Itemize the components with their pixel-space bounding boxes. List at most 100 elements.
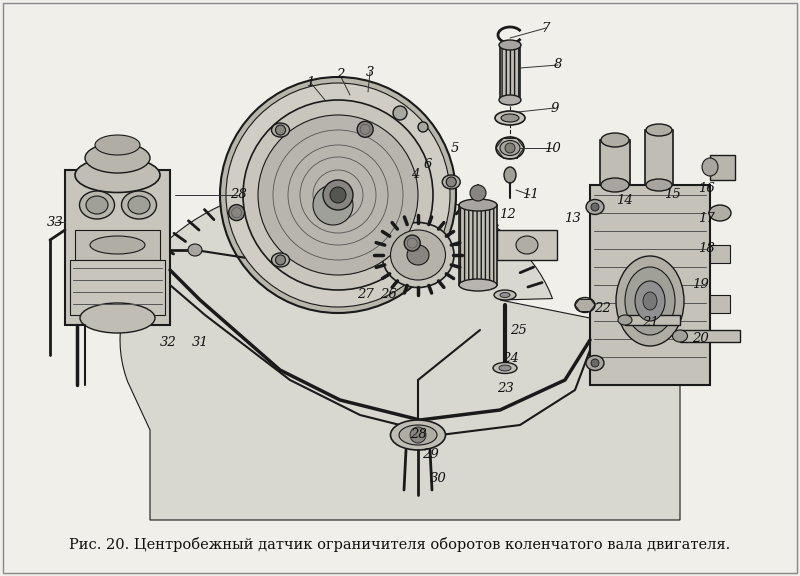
Text: 19: 19: [692, 279, 708, 291]
Ellipse shape: [122, 191, 157, 219]
Circle shape: [275, 125, 286, 135]
Ellipse shape: [499, 40, 521, 50]
Bar: [680, 330, 740, 342]
Ellipse shape: [95, 135, 140, 155]
Bar: [625, 315, 680, 325]
Circle shape: [330, 187, 346, 203]
Ellipse shape: [516, 236, 538, 254]
Ellipse shape: [390, 420, 446, 450]
Ellipse shape: [90, 236, 145, 254]
Bar: [710, 245, 730, 263]
Text: 29: 29: [422, 449, 438, 461]
Text: 3: 3: [366, 66, 374, 78]
Ellipse shape: [86, 196, 108, 214]
Text: 5: 5: [451, 142, 459, 154]
Circle shape: [410, 427, 426, 443]
Ellipse shape: [500, 141, 520, 156]
Text: 27: 27: [357, 289, 374, 301]
Text: 4: 4: [411, 169, 419, 181]
Ellipse shape: [496, 137, 524, 159]
Text: 33: 33: [46, 215, 63, 229]
Ellipse shape: [382, 222, 454, 287]
Text: 14: 14: [616, 194, 632, 207]
Ellipse shape: [85, 143, 150, 173]
Circle shape: [229, 204, 245, 221]
Ellipse shape: [271, 123, 290, 137]
Text: 20: 20: [692, 332, 708, 344]
Ellipse shape: [646, 179, 672, 191]
Bar: [75, 230, 160, 260]
Ellipse shape: [601, 178, 629, 192]
Circle shape: [243, 100, 433, 290]
Text: 11: 11: [522, 188, 538, 202]
Ellipse shape: [643, 292, 657, 310]
Ellipse shape: [601, 133, 629, 147]
Bar: [70, 260, 165, 315]
Ellipse shape: [79, 191, 114, 219]
Ellipse shape: [646, 124, 672, 136]
Circle shape: [313, 185, 353, 225]
Bar: [710, 295, 730, 313]
Text: 12: 12: [498, 209, 515, 222]
Ellipse shape: [673, 330, 687, 342]
Circle shape: [591, 203, 599, 211]
Bar: [459, 205, 497, 285]
Bar: [497, 230, 557, 260]
Text: 28: 28: [410, 429, 426, 441]
Text: 16: 16: [698, 181, 714, 195]
Text: 32: 32: [160, 335, 176, 348]
Text: 24: 24: [502, 351, 518, 365]
Circle shape: [275, 255, 286, 265]
Text: 8: 8: [554, 59, 562, 71]
Ellipse shape: [494, 290, 516, 300]
Ellipse shape: [504, 167, 516, 183]
Circle shape: [220, 77, 456, 313]
Ellipse shape: [625, 267, 675, 335]
Circle shape: [418, 122, 428, 132]
Text: 1: 1: [306, 75, 314, 89]
Bar: [600, 140, 630, 185]
Circle shape: [470, 185, 486, 201]
Text: 25: 25: [510, 324, 526, 336]
Ellipse shape: [586, 199, 604, 214]
Ellipse shape: [709, 205, 731, 221]
Text: 7: 7: [542, 21, 550, 35]
Ellipse shape: [80, 303, 155, 333]
Circle shape: [323, 180, 353, 210]
Ellipse shape: [616, 256, 684, 346]
Text: 21: 21: [642, 316, 658, 328]
Text: Рис. 20. Центробежный датчик ограничителя оборотов коленчатого вала двигателя.: Рис. 20. Центробежный датчик ограничител…: [70, 537, 730, 552]
Ellipse shape: [618, 315, 632, 325]
Text: 23: 23: [497, 381, 514, 395]
Ellipse shape: [442, 175, 460, 189]
Circle shape: [591, 359, 599, 367]
Ellipse shape: [500, 293, 510, 297]
Ellipse shape: [575, 297, 595, 313]
Ellipse shape: [128, 196, 150, 214]
Bar: [710, 155, 735, 180]
Text: 30: 30: [430, 472, 446, 484]
Bar: [65, 170, 170, 325]
Text: 18: 18: [698, 241, 714, 255]
Ellipse shape: [459, 199, 497, 211]
Circle shape: [505, 143, 515, 153]
Ellipse shape: [501, 114, 519, 122]
Text: 31: 31: [192, 335, 208, 348]
Bar: [500, 45, 520, 100]
Ellipse shape: [586, 355, 604, 370]
Text: 28: 28: [230, 188, 246, 202]
Ellipse shape: [495, 111, 525, 125]
Circle shape: [404, 235, 420, 251]
Ellipse shape: [271, 253, 290, 267]
Text: 13: 13: [564, 211, 580, 225]
Ellipse shape: [499, 365, 511, 371]
Circle shape: [393, 106, 407, 120]
Text: 10: 10: [544, 142, 560, 154]
Text: 2: 2: [336, 69, 344, 81]
Text: 9: 9: [551, 101, 559, 115]
Ellipse shape: [399, 425, 437, 445]
Ellipse shape: [493, 362, 517, 373]
Ellipse shape: [390, 230, 446, 280]
Text: 15: 15: [664, 188, 680, 202]
Ellipse shape: [499, 95, 521, 105]
